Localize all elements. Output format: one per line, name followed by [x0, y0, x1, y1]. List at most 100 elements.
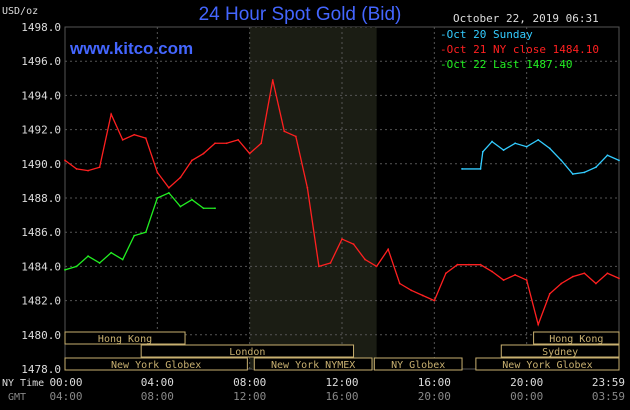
data-point: [583, 171, 586, 174]
data-point: [133, 234, 136, 237]
session-bar: [533, 331, 620, 345]
data-point: [248, 152, 251, 155]
session-label: Hong Kong: [549, 334, 603, 345]
data-point: [560, 282, 563, 285]
data-point: [110, 251, 113, 254]
legend-item-sunday: -Oct 20 Sunday: [440, 27, 599, 42]
x-tick-label-ny: 20:00: [510, 376, 543, 389]
session-label: Hong Kong: [98, 334, 152, 345]
y-tick-label: 1494.0: [21, 89, 61, 102]
chart-title: 24 Hour Spot Gold (Bid): [198, 4, 402, 25]
data-point: [433, 299, 436, 302]
data-point: [191, 159, 193, 162]
data-point: [502, 149, 505, 152]
data-point: [237, 138, 240, 141]
data-point: [606, 154, 609, 157]
data-point: [64, 268, 66, 271]
data-point: [98, 262, 101, 264]
y-tick-label: 1482.0: [21, 295, 61, 308]
data-point: [110, 113, 113, 116]
data-point: [525, 145, 528, 148]
session-label: New York NYMEX: [271, 360, 355, 371]
ny-time-label: NY Time: [2, 378, 44, 389]
data-point: [214, 142, 216, 145]
data-point: [214, 207, 216, 210]
y-tick-label: 1486.0: [21, 226, 61, 239]
data-point: [375, 265, 378, 268]
data-point: [618, 277, 620, 280]
x-tick-label-ny: 16:00: [418, 376, 451, 389]
data-point: [398, 282, 401, 285]
data-point: [352, 243, 355, 246]
x-tick-label-ny: 08:00: [233, 376, 266, 389]
legend-label: -Oct 21 NY close 1484.10: [440, 43, 599, 56]
data-point: [98, 166, 101, 169]
data-point: [306, 186, 309, 189]
data-point: [560, 159, 563, 162]
data-point: [514, 142, 517, 145]
data-point: [525, 279, 528, 281]
session-label: NY Globex: [391, 360, 445, 371]
session-bar: [500, 344, 620, 358]
y-tick-label: 1492.0: [21, 124, 61, 137]
data-point: [202, 207, 205, 210]
data-point: [191, 198, 193, 201]
data-point: [121, 138, 124, 141]
data-point: [318, 265, 320, 268]
data-point: [167, 191, 170, 194]
x-tick-label-gmt: 04:00: [49, 390, 82, 403]
y-tick-label: 1480.0: [21, 329, 61, 342]
data-point: [410, 289, 413, 292]
x-tick-label-ny: 04:00: [141, 376, 174, 389]
data-point: [144, 137, 147, 140]
data-point: [75, 168, 78, 170]
x-tick-label-gmt: 03:59: [592, 390, 625, 403]
data-point: [202, 152, 205, 155]
y-tick-label: 1496.0: [21, 55, 61, 68]
data-point: [387, 248, 390, 251]
data-point: [133, 133, 136, 136]
series-line: [64, 192, 216, 271]
data-point: [421, 294, 424, 297]
data-point: [179, 205, 182, 208]
data-point: [481, 150, 484, 153]
y-tick-label: 1498.0: [21, 21, 61, 34]
data-point: [64, 159, 66, 162]
data-point: [502, 279, 505, 281]
x-tick-label-gmt: 12:00: [233, 390, 266, 403]
session-label: London: [229, 347, 265, 358]
data-point: [75, 265, 78, 268]
data-point: [225, 142, 228, 145]
data-point: [271, 79, 274, 81]
session-bar: [64, 357, 248, 371]
session-bar: [140, 344, 355, 358]
nymex-session-shade: [249, 27, 377, 369]
data-point: [479, 168, 482, 170]
session-label: New York Globex: [111, 360, 201, 371]
x-tick-label-gmt: 00:00: [510, 390, 543, 403]
data-point: [87, 255, 89, 258]
data-point: [364, 258, 366, 261]
data-point: [260, 142, 263, 145]
session-bar: [64, 331, 186, 345]
data-point: [571, 173, 574, 175]
legend-item-ny-close: -Oct 21 NY close 1484.10: [440, 42, 599, 57]
y-tick-label: 1484.0: [21, 260, 61, 273]
data-point: [156, 197, 159, 199]
legend: -Oct 20 Sunday -Oct 21 NY close 1484.10 …: [440, 27, 599, 72]
data-point: [167, 186, 170, 189]
timestamp: October 22, 2019 06:31: [453, 12, 599, 25]
data-point: [461, 168, 463, 170]
x-tick-label-gmt: 08:00: [141, 390, 174, 403]
unit-label: USD/oz: [2, 6, 39, 17]
session-bar: [373, 357, 463, 371]
data-point: [479, 263, 482, 266]
x-tick-label-gmt: 16:00: [325, 390, 358, 403]
data-point: [514, 274, 517, 276]
y-tick-label: 1478.0: [21, 363, 61, 376]
data-point: [144, 231, 147, 234]
y-tick-label: 1488.0: [21, 192, 61, 205]
brand-link[interactable]: www.kitco.com: [70, 39, 194, 58]
data-point: [548, 292, 551, 295]
data-point: [595, 282, 597, 285]
